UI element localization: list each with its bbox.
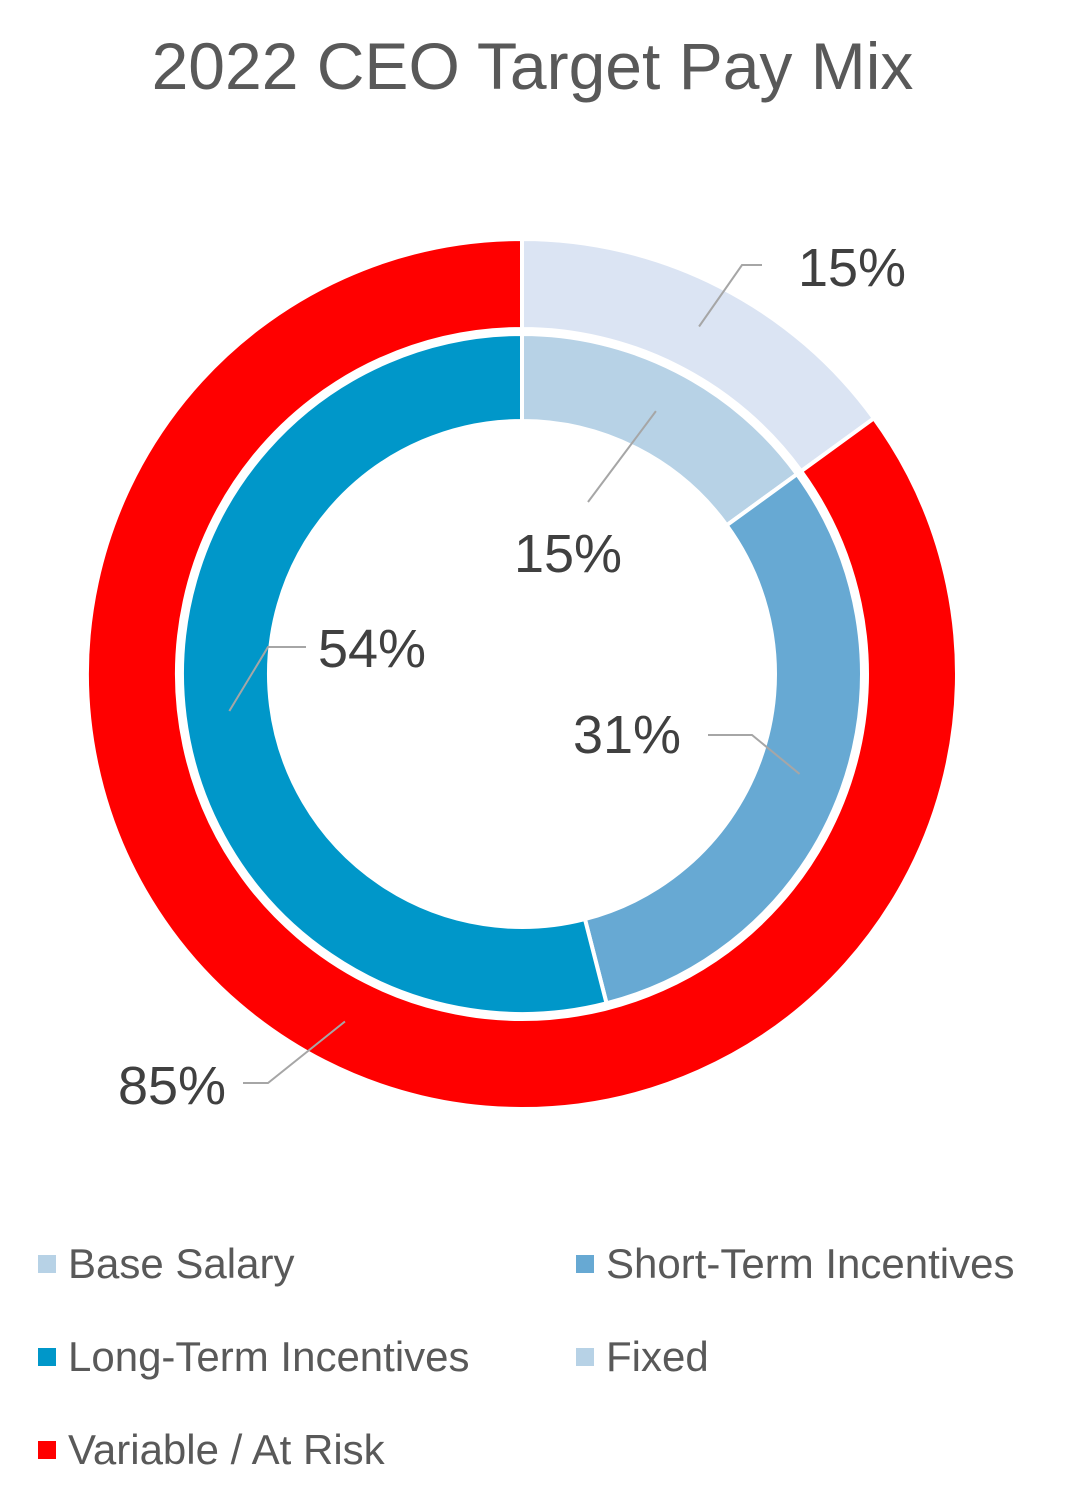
leader-line-long-term-incentives — [228, 646, 306, 712]
leader-line-variable-at-risk — [243, 1020, 346, 1084]
leader-line-base-salary — [587, 410, 657, 503]
outer-ring — [85, 236, 959, 1111]
data-label-fixed: 15% — [798, 238, 906, 298]
data-label-variable-at-risk: 85% — [118, 1056, 226, 1116]
leader-line-fixed — [698, 264, 762, 328]
leader-lines — [228, 264, 801, 1084]
data-label-short-term-incentives: 31% — [573, 705, 681, 765]
leader-line-short-term-incentives — [708, 734, 801, 775]
data-label-long-term-incentives: 54% — [318, 619, 426, 679]
inner-slice-long-term-incentives — [180, 331, 609, 1016]
chart-title: 2022 CEO Target Pay Mix — [151, 29, 914, 103]
outer-slice-variable-at-risk — [85, 236, 959, 1111]
data-label-base-salary: 15% — [514, 524, 622, 584]
inner-ring — [180, 331, 864, 1016]
data-labels: 15% 31% 54% 15% 85% — [118, 238, 906, 1116]
inner-slice-short-term-incentives — [582, 471, 864, 1006]
